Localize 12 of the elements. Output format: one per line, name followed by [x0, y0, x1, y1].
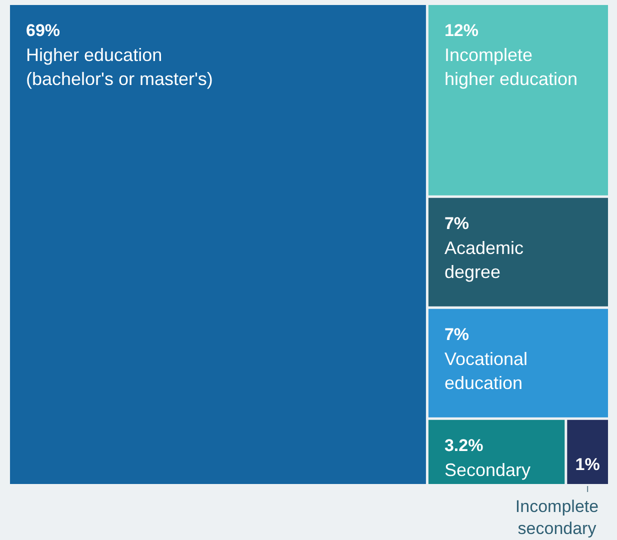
- data-label: 69%: [26, 21, 60, 40]
- category-label: Incomplete higher education: [444, 45, 578, 89]
- category-label: Academic degree: [444, 238, 524, 282]
- category-label: Higher education (bachelor's or master's): [26, 45, 213, 89]
- category-label: Vocational education: [444, 348, 528, 393]
- data-label: 7%: [444, 324, 470, 344]
- category-label: Secondary: [444, 460, 531, 480]
- data-label: 12%: [444, 21, 478, 40]
- data-label: 7%: [444, 214, 470, 233]
- data-label: 1%: [575, 455, 600, 474]
- category-label: Incomplete secondary: [515, 497, 599, 538]
- data-label: 3.2%: [444, 436, 484, 455]
